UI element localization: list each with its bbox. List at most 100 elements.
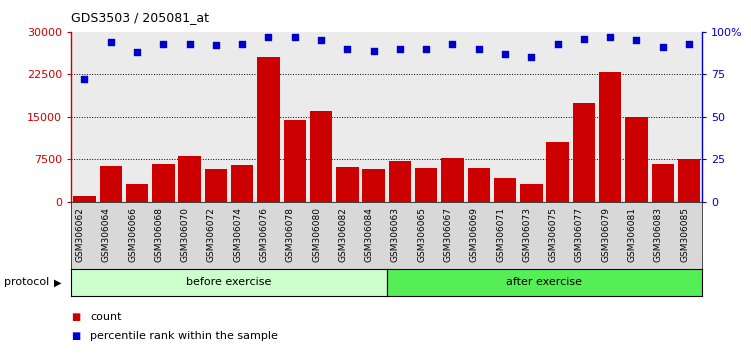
Bar xyxy=(599,72,621,202)
Point xyxy=(604,34,616,40)
Bar xyxy=(100,166,122,202)
Bar xyxy=(597,32,623,202)
Bar xyxy=(179,156,201,202)
Text: ■: ■ xyxy=(71,331,80,341)
Text: GSM306064: GSM306064 xyxy=(102,207,111,262)
Point xyxy=(421,46,433,52)
Text: GSM306068: GSM306068 xyxy=(155,207,164,262)
Bar xyxy=(205,169,227,202)
Bar xyxy=(176,32,203,202)
Text: before exercise: before exercise xyxy=(186,277,272,287)
Text: GSM306074: GSM306074 xyxy=(234,207,242,262)
Point xyxy=(158,41,170,47)
Text: GSM306071: GSM306071 xyxy=(496,207,505,262)
Bar xyxy=(258,57,279,202)
Text: after exercise: after exercise xyxy=(506,277,583,287)
Point xyxy=(631,38,643,43)
Text: GSM306072: GSM306072 xyxy=(207,207,216,262)
Bar xyxy=(229,32,255,202)
Point xyxy=(104,39,117,45)
Point xyxy=(683,41,695,47)
Bar xyxy=(126,184,148,202)
Bar xyxy=(415,169,437,202)
Bar xyxy=(360,32,387,202)
Text: GSM306079: GSM306079 xyxy=(602,207,610,262)
Text: GSM306063: GSM306063 xyxy=(391,207,400,262)
Text: ▶: ▶ xyxy=(54,277,62,287)
Point xyxy=(368,48,380,53)
Bar xyxy=(494,178,516,202)
Bar xyxy=(468,169,490,202)
Bar xyxy=(150,32,176,202)
Bar xyxy=(544,32,571,202)
Bar xyxy=(152,164,174,202)
Point xyxy=(394,46,406,52)
Text: ■: ■ xyxy=(71,312,80,322)
Text: GSM306067: GSM306067 xyxy=(444,207,452,262)
Point xyxy=(578,36,590,41)
Text: count: count xyxy=(90,312,122,322)
Text: GSM306073: GSM306073 xyxy=(523,207,532,262)
Bar xyxy=(547,142,569,202)
Bar xyxy=(623,32,650,202)
Bar xyxy=(439,32,466,202)
Bar xyxy=(626,117,647,202)
Text: GSM306075: GSM306075 xyxy=(549,207,557,262)
Bar xyxy=(676,32,702,202)
Bar xyxy=(74,195,95,202)
Bar xyxy=(231,165,253,202)
Text: GSM306081: GSM306081 xyxy=(628,207,637,262)
Text: GDS3503 / 205081_at: GDS3503 / 205081_at xyxy=(71,11,210,24)
Text: GSM306084: GSM306084 xyxy=(365,207,374,262)
Text: GSM306070: GSM306070 xyxy=(181,207,189,262)
Text: GSM306083: GSM306083 xyxy=(654,207,662,262)
Bar xyxy=(308,32,334,202)
Bar xyxy=(492,32,518,202)
Point xyxy=(473,46,485,52)
Point xyxy=(551,41,563,47)
Text: percentile rank within the sample: percentile rank within the sample xyxy=(90,331,278,341)
Text: GSM306065: GSM306065 xyxy=(418,207,427,262)
Text: GSM306076: GSM306076 xyxy=(260,207,269,262)
Point xyxy=(499,51,511,57)
Text: protocol: protocol xyxy=(4,277,49,287)
Bar xyxy=(203,32,229,202)
Bar xyxy=(71,32,98,202)
Text: GSM306078: GSM306078 xyxy=(286,207,294,262)
Bar xyxy=(650,32,676,202)
Point xyxy=(446,41,458,47)
Bar xyxy=(336,167,358,202)
Point xyxy=(342,46,354,52)
Point xyxy=(263,34,275,40)
Bar xyxy=(255,32,282,202)
Point xyxy=(315,38,327,43)
Point xyxy=(183,41,195,47)
Bar xyxy=(413,32,439,202)
Text: GSM306085: GSM306085 xyxy=(680,207,689,262)
Bar xyxy=(98,32,124,202)
Bar xyxy=(389,161,411,202)
Text: GSM306066: GSM306066 xyxy=(128,207,137,262)
Bar xyxy=(310,111,332,202)
Bar xyxy=(652,164,674,202)
Bar xyxy=(678,159,700,202)
Point xyxy=(79,76,90,82)
Bar xyxy=(334,32,360,202)
Point xyxy=(288,34,300,40)
Bar xyxy=(363,169,385,202)
Bar xyxy=(124,32,150,202)
Bar xyxy=(442,158,463,202)
Text: GSM306062: GSM306062 xyxy=(76,207,84,262)
Text: GSM306080: GSM306080 xyxy=(312,207,321,262)
Text: GSM306077: GSM306077 xyxy=(575,207,584,262)
Point xyxy=(236,41,248,47)
Text: GSM306069: GSM306069 xyxy=(470,207,479,262)
Bar xyxy=(466,32,492,202)
Bar xyxy=(518,32,544,202)
Bar xyxy=(284,120,306,202)
Bar xyxy=(571,32,597,202)
Bar xyxy=(387,32,413,202)
Bar xyxy=(282,32,308,202)
Point xyxy=(210,42,222,48)
Point xyxy=(656,44,668,50)
